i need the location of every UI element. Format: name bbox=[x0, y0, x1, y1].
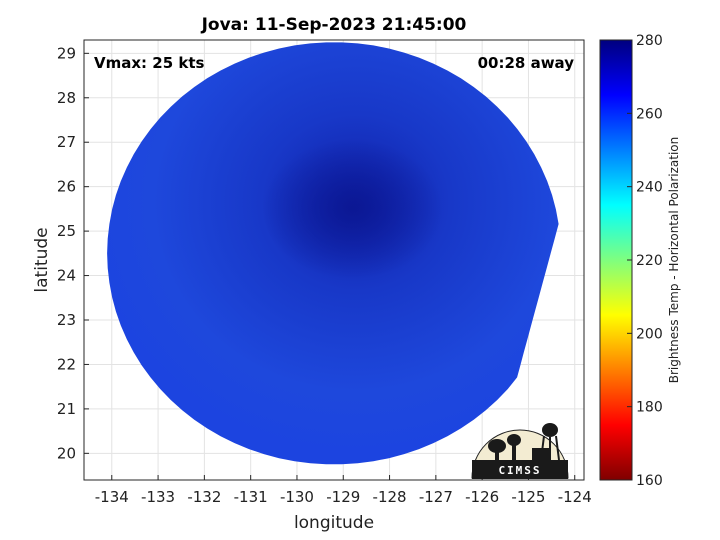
x-axis-label: longitude bbox=[294, 513, 374, 533]
brightness-swath bbox=[107, 42, 559, 465]
x-tick-label: -131 bbox=[234, 488, 268, 506]
x-tick-label: -124 bbox=[558, 488, 592, 506]
y-tick-label: 25 bbox=[57, 222, 76, 240]
y-axis-label: latitude bbox=[32, 227, 52, 292]
y-tick-label: 26 bbox=[57, 178, 76, 196]
x-tick-label: -125 bbox=[511, 488, 545, 506]
x-tick-label: -127 bbox=[419, 488, 453, 506]
x-axis-ticks: -134 -133 -132 -131 -130 -129 -128 -127 -126 -125… bbox=[95, 475, 592, 506]
colorbar-tick-label: 180 bbox=[636, 400, 663, 416]
y-tick-label: 29 bbox=[57, 44, 76, 62]
y-tick-label: 28 bbox=[57, 89, 76, 107]
colorbar-tick-label: 280 bbox=[636, 33, 663, 49]
colorbar-tick-label: 240 bbox=[636, 180, 663, 196]
chart-title: Jova: 11-Sep-2023 21:45:00 bbox=[201, 15, 467, 35]
colorbar-tick-label: 160 bbox=[636, 473, 663, 489]
colorbar-ticks: 160 180 200 220 240 260 280 bbox=[627, 33, 663, 489]
x-tick-label: -129 bbox=[326, 488, 360, 506]
colorbar-tick-label: 220 bbox=[636, 253, 663, 269]
colorbar-tick-label: 200 bbox=[636, 326, 663, 342]
y-tick-label: 21 bbox=[57, 400, 76, 418]
y-tick-label: 24 bbox=[57, 267, 76, 285]
y-axis-ticks: 20 21 22 23 24 25 26 27 28 29 bbox=[57, 44, 89, 462]
x-tick-label: -132 bbox=[187, 488, 221, 506]
cimss-logo: CIMSS bbox=[471, 423, 569, 479]
time-away-annotation: 00:28 away bbox=[478, 54, 575, 72]
colorbar-tick-label: 260 bbox=[636, 106, 663, 122]
x-tick-label: -134 bbox=[95, 488, 129, 506]
y-tick-label: 22 bbox=[57, 355, 76, 373]
y-tick-label: 20 bbox=[57, 444, 76, 462]
vmax-annotation: Vmax: 25 kts bbox=[94, 54, 204, 72]
cimss-logo-text: CIMSS bbox=[498, 464, 541, 477]
x-tick-label: -130 bbox=[280, 488, 314, 506]
x-tick-label: -133 bbox=[141, 488, 175, 506]
y-tick-label: 27 bbox=[57, 133, 76, 151]
y-tick-label: 23 bbox=[57, 311, 76, 329]
storm-core bbox=[262, 138, 443, 279]
axes-box bbox=[83, 39, 585, 481]
x-tick-label: -126 bbox=[465, 488, 499, 506]
x-tick-label: -128 bbox=[373, 488, 407, 506]
colorbar-label: Brightness Temp - Horizontal Polarizatio… bbox=[667, 137, 681, 384]
